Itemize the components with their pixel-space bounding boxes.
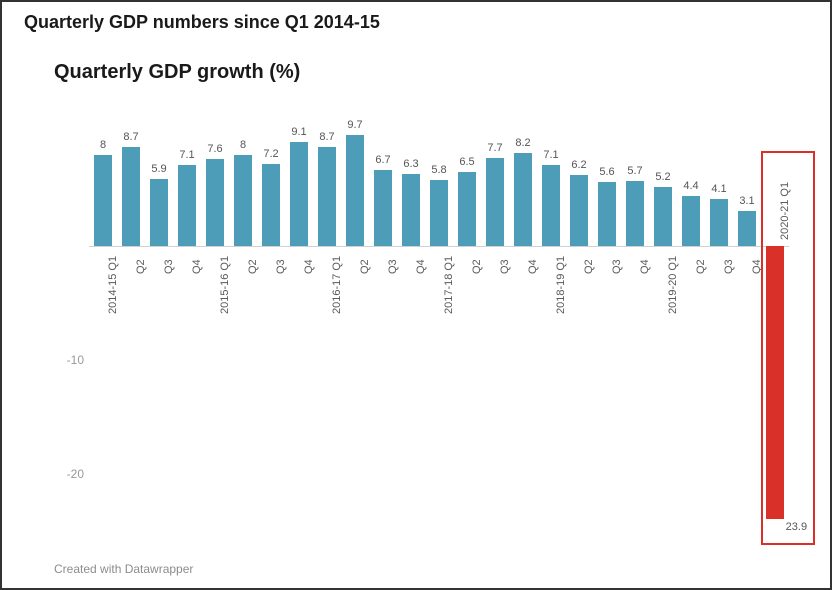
bar-value-label: 23.9 bbox=[786, 521, 807, 532]
category-label: 2020-21 Q1 bbox=[779, 182, 791, 240]
page-title: Quarterly GDP numbers since Q1 2014-15 bbox=[2, 2, 830, 33]
category-label: Q4 bbox=[751, 260, 763, 275]
ytick-label: -10 bbox=[54, 353, 84, 367]
bar-value-label: 3.1 bbox=[731, 195, 763, 532]
ytick-label: -20 bbox=[54, 467, 84, 481]
credit-text: Created with Datawrapper bbox=[54, 562, 193, 576]
chart-plot-area: -10-2082014-15 Q18.7Q25.9Q37.1Q47.62015-… bbox=[89, 132, 789, 532]
chart-bar bbox=[766, 246, 783, 519]
chart-title: Quarterly GDP growth (%) bbox=[2, 33, 830, 84]
gdp-chart: -10-2082014-15 Q18.7Q25.9Q37.1Q47.62015-… bbox=[54, 122, 794, 532]
